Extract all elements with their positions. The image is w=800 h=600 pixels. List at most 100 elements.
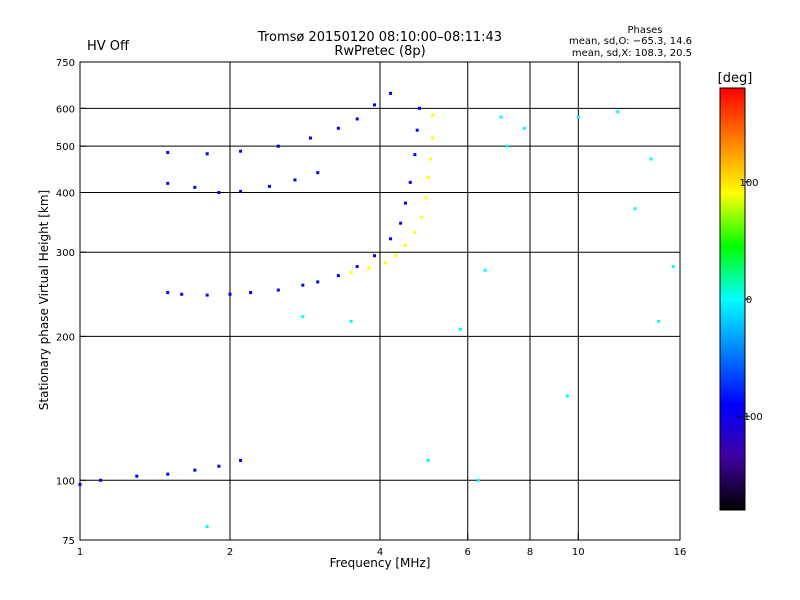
colorbar <box>719 87 746 511</box>
data-point <box>355 265 359 269</box>
data-point <box>301 283 305 287</box>
data-point <box>417 106 421 110</box>
data-point <box>193 468 197 472</box>
data-point <box>403 243 407 247</box>
data-point <box>239 458 243 462</box>
plot-area: 1 2 4 6 8 10 16 750 600 500 400 300 200 100 75 <box>56 58 686 558</box>
x-tick-label: 10 <box>572 547 585 558</box>
data-point <box>420 215 424 219</box>
data-point <box>316 280 320 284</box>
data-point <box>426 458 430 462</box>
data-point <box>408 180 412 184</box>
data-point <box>671 265 675 269</box>
chart-subtitle: RwPretec (8p) <box>334 44 425 59</box>
data-point <box>657 319 661 323</box>
data-point <box>217 464 221 468</box>
data-point <box>180 292 184 296</box>
data-point <box>415 128 419 132</box>
data-point <box>293 178 297 182</box>
data-point <box>239 189 243 193</box>
data-point <box>301 315 305 319</box>
data-point <box>135 474 139 478</box>
data-point <box>633 207 637 211</box>
data-point <box>394 254 398 258</box>
y-tick-label: 600 <box>56 104 75 115</box>
data-point <box>431 136 435 140</box>
stats-x-mode: mean, sd,X: 108.3, 20.5 <box>572 48 692 59</box>
data-point <box>316 171 320 175</box>
data-point <box>166 150 170 154</box>
data-point <box>413 153 417 157</box>
data-point <box>426 175 430 179</box>
data-point <box>308 136 312 140</box>
data-point <box>193 185 197 189</box>
colorbar-tick-label: 0 <box>746 295 752 306</box>
y-tick-label: 400 <box>56 188 75 199</box>
y-tick-label: 750 <box>56 58 75 69</box>
y-axis-label: Stationary phase Virtual Height [km] <box>37 190 51 410</box>
data-point <box>276 144 280 148</box>
data-point <box>428 157 432 161</box>
data-point <box>336 274 340 278</box>
data-point <box>431 113 435 117</box>
data-point <box>267 184 271 188</box>
data-point <box>355 117 359 121</box>
y-tick-label: 100 <box>56 476 75 487</box>
data-point <box>205 152 209 156</box>
data-point <box>649 157 653 161</box>
x-tick-label: 2 <box>227 547 233 558</box>
stats-o-mode: mean, sd,O: −65.3, 14.6 <box>569 36 692 47</box>
data-point <box>458 327 462 331</box>
data-point <box>349 319 353 323</box>
data-point <box>205 525 209 529</box>
stats-heading: Phases <box>627 25 662 36</box>
colorbar-tick-label: −100 <box>735 412 762 423</box>
colorbar-ticks: 100 0 −100 <box>735 178 762 423</box>
x-tick-label: 8 <box>527 547 533 558</box>
data-point <box>505 144 509 148</box>
data-point <box>228 292 232 296</box>
data-point <box>424 196 428 200</box>
data-points <box>78 91 675 529</box>
data-point <box>476 478 480 482</box>
x-tick-label: 4 <box>377 547 383 558</box>
data-point <box>367 266 371 270</box>
data-point <box>239 149 243 153</box>
data-point <box>276 288 280 292</box>
data-point <box>499 115 503 119</box>
data-point <box>205 293 209 297</box>
data-point <box>249 291 253 295</box>
y-axis: 750 600 500 400 300 200 100 75 <box>56 58 86 547</box>
x-tick-label: 16 <box>674 547 687 558</box>
data-point <box>399 221 403 225</box>
y-tick-label: 300 <box>56 248 75 259</box>
y-tick-label: 200 <box>56 332 75 343</box>
data-point <box>483 268 487 272</box>
data-point <box>523 126 527 130</box>
y-tick-label: 500 <box>56 142 75 153</box>
data-point <box>389 237 393 241</box>
data-point <box>373 103 377 107</box>
hv-status-label: HV Off <box>87 39 130 54</box>
data-point <box>383 261 387 265</box>
data-point <box>616 110 620 114</box>
data-point <box>166 291 170 295</box>
data-point <box>389 91 393 95</box>
data-point <box>576 115 580 119</box>
data-point <box>78 482 82 486</box>
data-point <box>403 201 407 205</box>
y-tick-label: 75 <box>62 536 75 547</box>
data-point <box>166 472 170 476</box>
x-tick-label: 6 <box>465 547 471 558</box>
x-axis: 1 2 4 6 8 10 16 <box>77 534 687 558</box>
data-point <box>349 271 353 275</box>
data-point <box>565 394 569 398</box>
x-axis-label: Frequency [MHz] <box>330 556 431 570</box>
colorbar-tick-label: 100 <box>739 178 758 189</box>
grid-lines <box>80 62 680 540</box>
data-point <box>373 254 377 258</box>
colorbar-unit: [deg] <box>718 71 753 86</box>
chart-title: Tromsø 20150120 08:10:00–08:11:43 <box>257 30 502 45</box>
data-point <box>99 478 103 482</box>
